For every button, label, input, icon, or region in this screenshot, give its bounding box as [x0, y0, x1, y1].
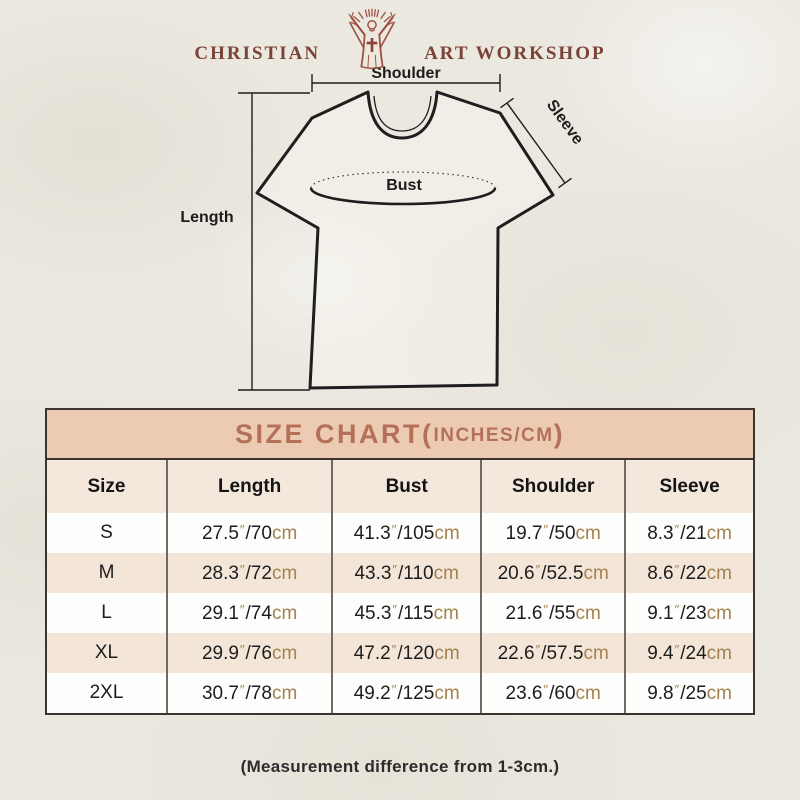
size-chart-title: SIZE CHART(INCHES/CM): [47, 410, 753, 460]
logo-left-text: CHRISTIAN: [194, 43, 321, 64]
sleeve-cell: 9.8″/25cm: [624, 673, 753, 713]
title-close: ): [553, 418, 566, 449]
sunburst-rays: [350, 8, 394, 27]
jesus-sunburst-icon: [329, 6, 415, 75]
sleeve-cell: 9.1″/23cm: [624, 593, 753, 633]
header-row: Size Length Bust Shoulder Sleeve: [47, 460, 753, 513]
length-cell: 30.7″/78cm: [166, 673, 333, 713]
size-chart-table: SIZE CHART(INCHES/CM) Size Length Bust S…: [45, 408, 755, 715]
sleeve-cell: 8.6″/22cm: [624, 553, 753, 593]
table-row: L 29.1″/74cm 45.3″/115cm 21.6″/55cm 9.1″/23c…: [47, 593, 753, 633]
size-cell: XL: [47, 633, 168, 673]
size-cell: M: [47, 553, 168, 593]
bust-cell: 41.3″/105cm: [331, 513, 482, 553]
length-cell: 28.3″/72cm: [166, 553, 333, 593]
bust-cell: 49.2″/125cm: [331, 673, 482, 713]
title-unit: INCHES/CM: [433, 424, 554, 446]
shoulder-cell: 21.6″/55cm: [480, 593, 626, 633]
column-header-bust: Bust: [331, 460, 482, 513]
table-row: S 27.5″/70cm 41.3″/105cm 19.7″/50cm 8.3″/21c…: [47, 513, 753, 553]
tshirt-diagram: Bust Shoulder Length Sleeve: [180, 65, 587, 391]
size-cell: L: [47, 593, 168, 633]
title-main: SIZE CHART(: [234, 418, 434, 449]
bust-cell: 43.3″/110cm: [331, 553, 482, 593]
logo-right-text: ART WORKSHOP: [424, 43, 606, 64]
table-row: 2XL 30.7″/78cm 49.2″/125cm 23.6″/60cm 9.8″/2…: [47, 673, 753, 713]
sleeve-cell: 8.3″/21cm: [624, 513, 753, 553]
sleeve-cell: 9.4″/24cm: [624, 633, 753, 673]
size-cell: S: [47, 513, 168, 553]
shoulder-label: Shoulder: [371, 65, 440, 82]
length-dimension: [238, 92, 310, 391]
shoulder-cell: 19.7″/50cm: [480, 513, 626, 553]
column-header-length: Length: [166, 460, 333, 513]
length-cell: 29.1″/74cm: [166, 593, 333, 633]
bust-ellipse: [309, 171, 497, 206]
cross-icon: [366, 38, 378, 52]
bust-label: Bust: [386, 177, 422, 194]
length-cell: 29.9″/76cm: [166, 633, 333, 673]
shoulder-cell: 22.6″/57.5cm: [480, 633, 626, 673]
bust-cell: 45.3″/115cm: [331, 593, 482, 633]
shoulder-dimension: [311, 74, 501, 92]
column-header-size: Size: [47, 460, 168, 513]
sleeve-dimension: [500, 97, 572, 189]
column-header-shoulder: Shoulder: [480, 460, 626, 513]
shoulder-cell: 23.6″/60cm: [480, 673, 626, 713]
measurement-note: (Measurement difference from 1-3cm.): [240, 757, 560, 776]
size-rows: S 27.5″/70cm 41.3″/105cm 19.7″/50cm 8.3″/21c…: [47, 513, 753, 713]
table-row: XL 29.9″/76cm 47.2″/120cm 22.6″/57.5cm 9.4″/…: [47, 633, 753, 673]
table-row: M 28.3″/72cm 43.3″/110cm 20.6″/52.5cm 8.6″/2…: [47, 553, 753, 593]
tshirt-measurement-diagram: Bust Shoulder Length Sleeve: [0, 60, 800, 408]
shoulder-cell: 20.6″/52.5cm: [480, 553, 626, 593]
length-label: Length: [180, 209, 233, 226]
tshirt-outline: [255, 90, 555, 390]
size-table: Size Length Bust Shoulder Sleeve S 27.5″/…: [47, 460, 753, 713]
brand-logo: CHRISTIAN: [0, 6, 800, 75]
bust-cell: 47.2″/120cm: [331, 633, 482, 673]
length-cell: 27.5″/70cm: [166, 513, 333, 553]
sleeve-label: Sleeve: [543, 97, 587, 148]
column-header-sleeve: Sleeve: [624, 460, 753, 513]
size-cell: 2XL: [47, 673, 168, 713]
